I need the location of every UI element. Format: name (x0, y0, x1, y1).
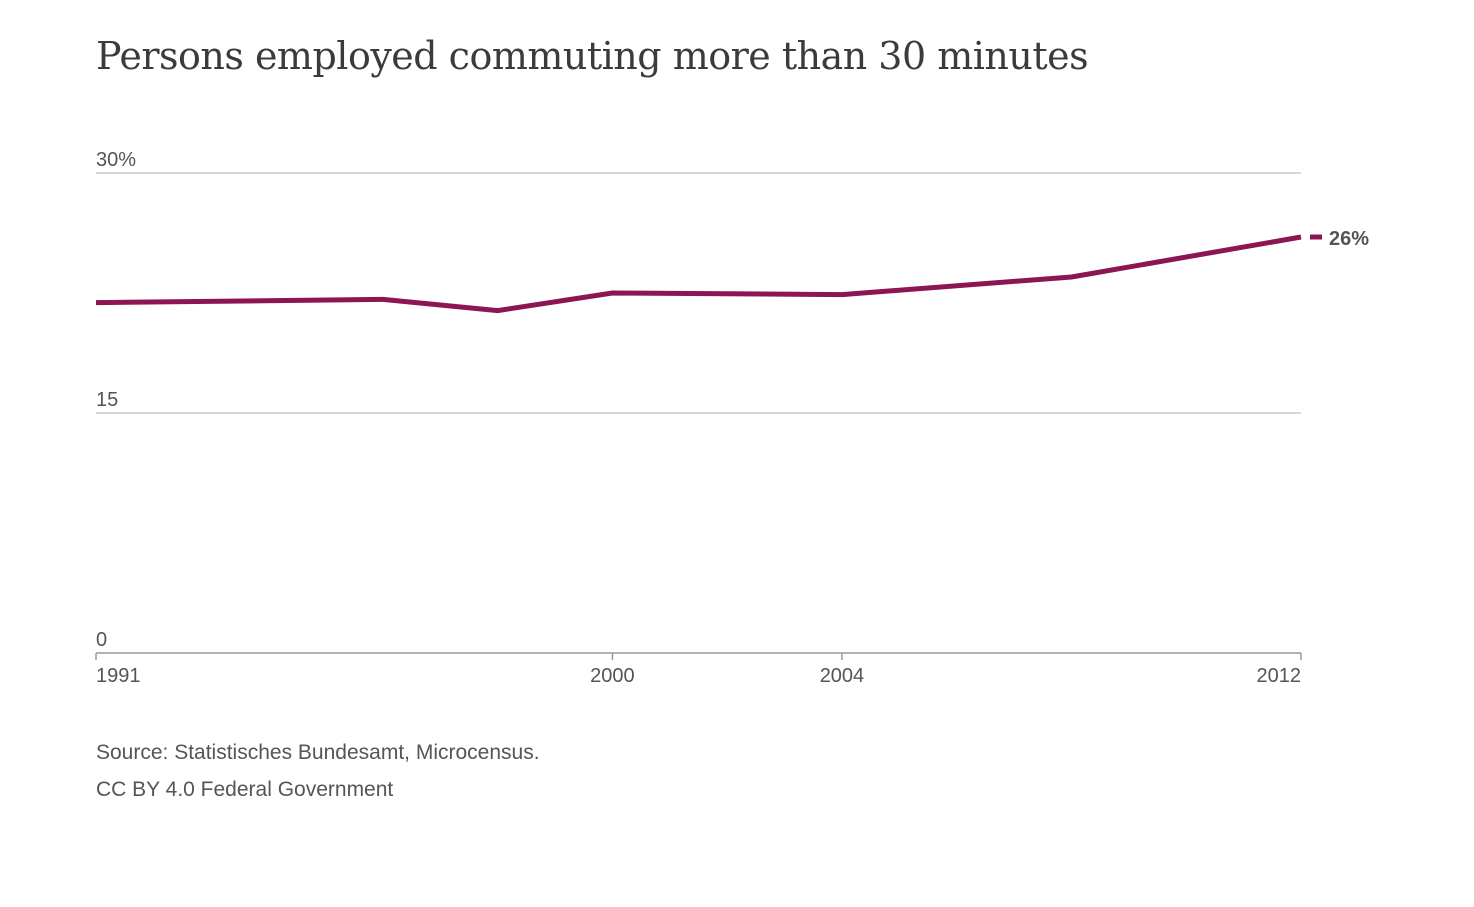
source-note: Source: Statistisches Bundesamt, Microce… (96, 741, 540, 764)
y-tick-label-0: 0 (96, 629, 107, 651)
end-label-group: 26% (1310, 228, 1369, 250)
license-note: CC BY 4.0 Federal Government (96, 778, 394, 801)
x-tick-label-2000: 2000 (590, 665, 635, 687)
x-tick-labels: 1991 2000 2004 2012 (96, 665, 1301, 687)
y-tick-label-30: 30% (96, 149, 136, 171)
x-tick-label-1991: 1991 (96, 665, 141, 687)
x-tick-label-2012: 2012 (1257, 665, 1302, 687)
chart-title: Persons employed commuting more than 30 … (96, 34, 1089, 78)
y-tick-label-15: 15 (96, 389, 118, 411)
end-value-label: 26% (1329, 228, 1369, 250)
chart-footer: Source: Statistisches Bundesamt, Microce… (96, 734, 540, 808)
series-layer (95, 234, 1302, 314)
x-axis (95, 652, 1302, 660)
series-line-0 (95, 234, 1302, 314)
x-tick-label-2004: 2004 (820, 665, 865, 687)
y-tick-labels: 30% 15 0 (96, 149, 136, 651)
gridlines (96, 172, 1301, 414)
